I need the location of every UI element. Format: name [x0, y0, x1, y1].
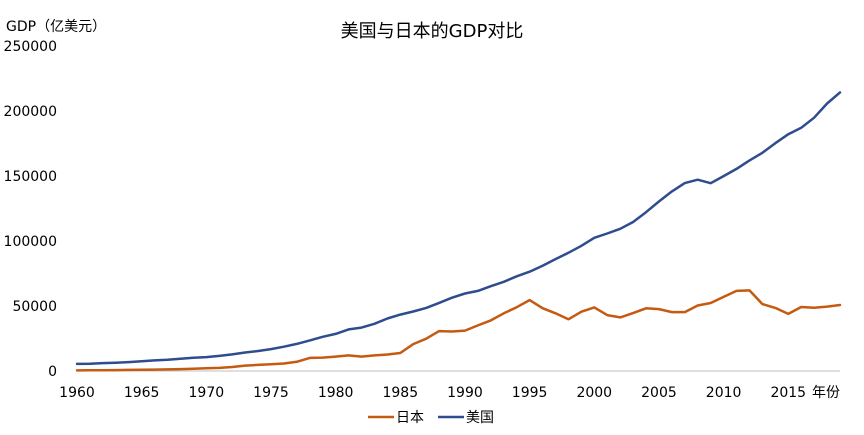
y-tick-label: 100000	[4, 234, 57, 250]
x-tick-label: 1985	[382, 385, 418, 401]
y-tick-label: 150000	[4, 169, 57, 185]
y-axis-unit-label: GDP（亿美元）	[6, 19, 106, 35]
x-tick-label: 1995	[512, 385, 548, 401]
series-line-0	[75, 289, 842, 372]
y-axis-ticks: 0 50000 100000 150000 200000 250000	[4, 39, 57, 380]
y-tick-label: 50000	[12, 299, 57, 315]
x-axis-ticks: 1960 1965 1970 1975 1980 1985 1990 1995 2000 2005…	[59, 385, 806, 401]
x-tick-label: 1975	[253, 385, 289, 401]
legend: 日本 美国	[368, 410, 494, 426]
chart-title: 美国与日本的GDP对比	[341, 21, 524, 42]
x-tick-label: 1990	[447, 385, 483, 401]
x-tick-label: 2005	[641, 385, 677, 401]
y-tick-label: 0	[48, 364, 57, 380]
x-tick-label: 2000	[576, 385, 612, 401]
x-tick-label: 1970	[189, 385, 225, 401]
x-tick-label: 1980	[318, 385, 354, 401]
x-tick-label: 2010	[706, 385, 742, 401]
x-axis-unit-label: 年份	[812, 385, 840, 401]
y-tick-label: 250000	[4, 39, 57, 55]
series-line-1	[75, 91, 842, 366]
x-tick-label: 2015	[770, 385, 806, 401]
x-tick-label: 1965	[124, 385, 160, 401]
x-tick-label: 1960	[59, 385, 95, 401]
legend-label: 日本	[396, 410, 424, 426]
y-tick-label: 200000	[4, 104, 57, 120]
legend-label: 美国	[466, 410, 494, 426]
series-lines	[75, 91, 842, 372]
